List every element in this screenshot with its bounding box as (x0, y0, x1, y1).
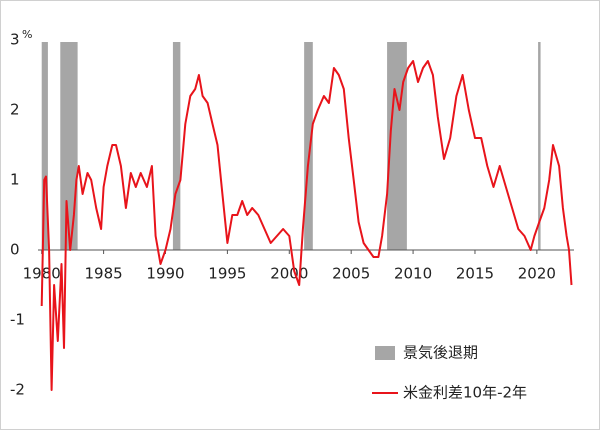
y-tick-label: 3 (10, 31, 20, 49)
y-tick-label: -1 (10, 311, 25, 329)
x-tick-label: 1995 (208, 265, 246, 283)
x-tick-label: 2015 (456, 265, 494, 283)
x-tick-label: 1990 (146, 265, 184, 283)
x-tick-label: 1985 (85, 265, 123, 283)
x-tick-label: 2005 (332, 265, 370, 283)
x-tick-label: 2020 (518, 265, 556, 283)
y-unit: % (22, 28, 32, 41)
x-tick-label: 2010 (394, 265, 432, 283)
legend-label: 景気後退期 (403, 344, 478, 362)
line-series (40, 60, 573, 391)
y-tick-label: 2 (10, 101, 20, 119)
y-tick-label: 0 (10, 241, 20, 259)
recession-band (304, 42, 313, 250)
recession-band (538, 42, 541, 250)
legend-label: 米金利差10年-2年 (403, 384, 527, 402)
recession-band (41, 42, 48, 250)
y-tick-label: 1 (10, 171, 20, 189)
recession-band (172, 42, 181, 250)
y-tick-label: -2 (10, 381, 25, 399)
legend-swatch (375, 346, 395, 360)
x-tick-label: 2000 (270, 265, 308, 283)
recession-band (60, 42, 78, 250)
